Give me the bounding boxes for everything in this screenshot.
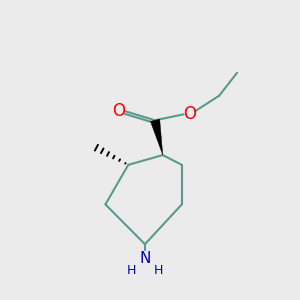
Text: O: O xyxy=(112,102,125,120)
Text: H: H xyxy=(127,264,136,277)
Text: N: N xyxy=(139,251,151,266)
Text: H: H xyxy=(154,264,163,277)
Text: O: O xyxy=(183,105,196,123)
Polygon shape xyxy=(150,119,163,155)
